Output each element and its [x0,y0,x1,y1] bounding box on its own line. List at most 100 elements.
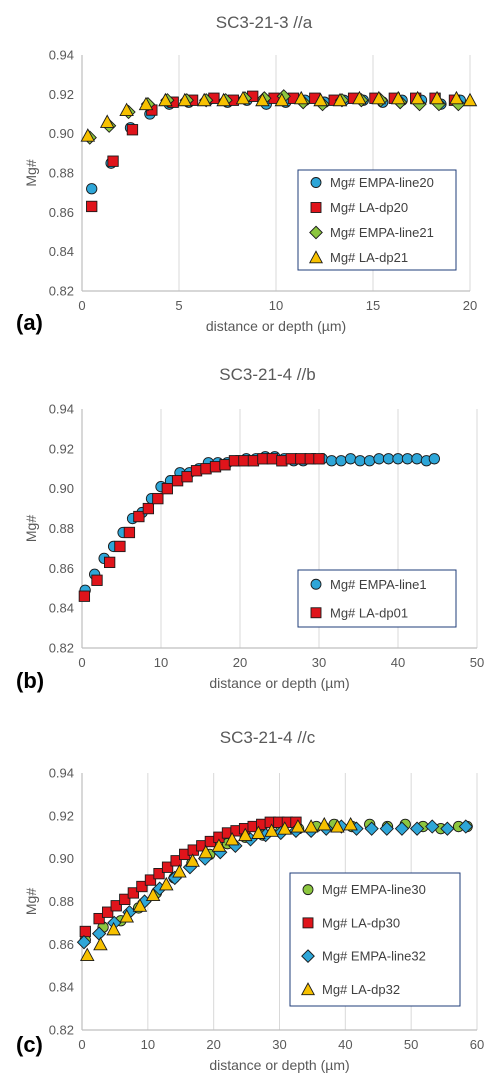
legend-label: Mg# EMPA-line21 [330,225,434,240]
data-point [410,90,425,105]
y-tick-label: 0.86 [49,561,74,576]
x-tick-label: 5 [175,298,182,313]
data-point [170,855,182,867]
legend-label: Mg# EMPA-line30 [322,882,426,897]
x-tick-label: 15 [366,298,380,313]
data-point [274,92,290,107]
legend-label: Mg# LA-dp20 [330,200,408,215]
data-point [224,831,240,846]
legend-box [289,872,461,1007]
y-tick-label: 0.92 [49,808,74,823]
data-point [86,183,98,195]
data-point [110,900,122,912]
data-point [363,455,376,467]
data-point [107,155,119,167]
data-point [411,453,423,465]
data-point [99,114,115,128]
data-point [159,876,174,891]
data-point [142,502,155,515]
legend-marker [302,884,314,896]
data-point [354,455,366,467]
data-point [394,821,410,836]
data-point [449,90,464,105]
data-point [200,463,212,475]
y-tick-label: 0.82 [49,284,74,299]
y-tick-label: 0.90 [49,481,74,496]
data-point [138,96,154,111]
x-tick-label: 20 [463,298,477,313]
legend-label: Mg# LA-dp30 [322,915,400,930]
data-point [373,453,385,465]
data-point [91,574,103,586]
data-point [119,102,134,117]
data-point [209,461,222,473]
x-axis-label: distance or depth (µm) [206,318,346,334]
data-point [152,492,164,505]
y-tick-label: 0.88 [49,521,74,536]
data-point [127,887,139,899]
data-point [390,90,406,105]
y-tick-label: 0.82 [49,1023,74,1038]
data-point [211,838,227,852]
x-tick-label: 0 [78,298,85,313]
legend-marker [300,982,316,996]
data-point [277,821,293,835]
data-point [158,92,173,107]
x-tick-label: 20 [206,1037,220,1052]
x-axis-label: distance or depth (µm) [209,1057,349,1073]
series-2 [79,816,302,938]
chart-title: SC3-21-3 //a [216,13,313,32]
legend-marker [308,250,324,264]
x-tick-label: 0 [78,1037,85,1052]
legend-label: Mg# EMPA-line1 [330,577,427,592]
data-point [325,455,338,467]
data-point [80,128,96,142]
data-point [238,455,250,467]
series-4 [80,816,358,962]
series-4 [80,90,478,142]
x-tick-label: 10 [141,1037,155,1052]
legend-label: Mg# EMPA-line20 [330,175,434,190]
data-point [352,90,367,105]
x-tick-label: 10 [269,298,283,313]
y-tick-label: 0.86 [49,205,74,220]
data-point [93,936,108,951]
data-point [276,455,288,467]
data-point [161,483,173,495]
x-tick-label: 40 [391,655,405,670]
legend: Mg# EMPA-line20 Mg# LA-dp20 Mg# EMPA-line2… [297,169,457,271]
data-point [126,124,139,136]
x-axis-label: distance or depth (µm) [209,675,349,691]
data-point [440,821,455,836]
data-point [145,887,161,902]
data-point [133,510,145,523]
data-point [303,819,319,833]
panel-label: (b) [16,668,44,693]
data-point [76,935,92,950]
data-point [295,453,307,465]
data-point [198,844,214,859]
data-point [382,453,395,465]
y-axis-label: Mg# [23,515,39,542]
data-point [219,459,231,471]
data-point [79,925,91,938]
y-tick-label: 0.84 [49,980,74,995]
data-point [343,816,358,831]
chart-panel-2: SC3-21-4 //b 0 10 20 30 40 50 0.82 0.84 0.86 0.88 0… [16,365,484,693]
data-point [136,880,148,893]
chart-panel-3: SC3-21-4 //c 0 10 20 30 40 50 60 0.82 0.84 0.86 0.8… [16,728,484,1073]
data-point [462,92,478,107]
data-point [285,453,297,465]
data-point [106,921,121,936]
data-point [78,590,91,602]
legend-label: Mg# LA-dp21 [330,250,408,265]
x-tick-label: 0 [78,655,85,670]
chart-title: SC3-21-4 //b [219,365,315,384]
y-tick-label: 0.92 [49,441,74,456]
legend-marker [310,177,322,188]
data-point [171,475,184,487]
y-tick-label: 0.84 [49,244,74,259]
legend-label: Mg# LA-dp01 [330,605,408,620]
data-point [371,90,387,105]
data-point [409,821,425,836]
